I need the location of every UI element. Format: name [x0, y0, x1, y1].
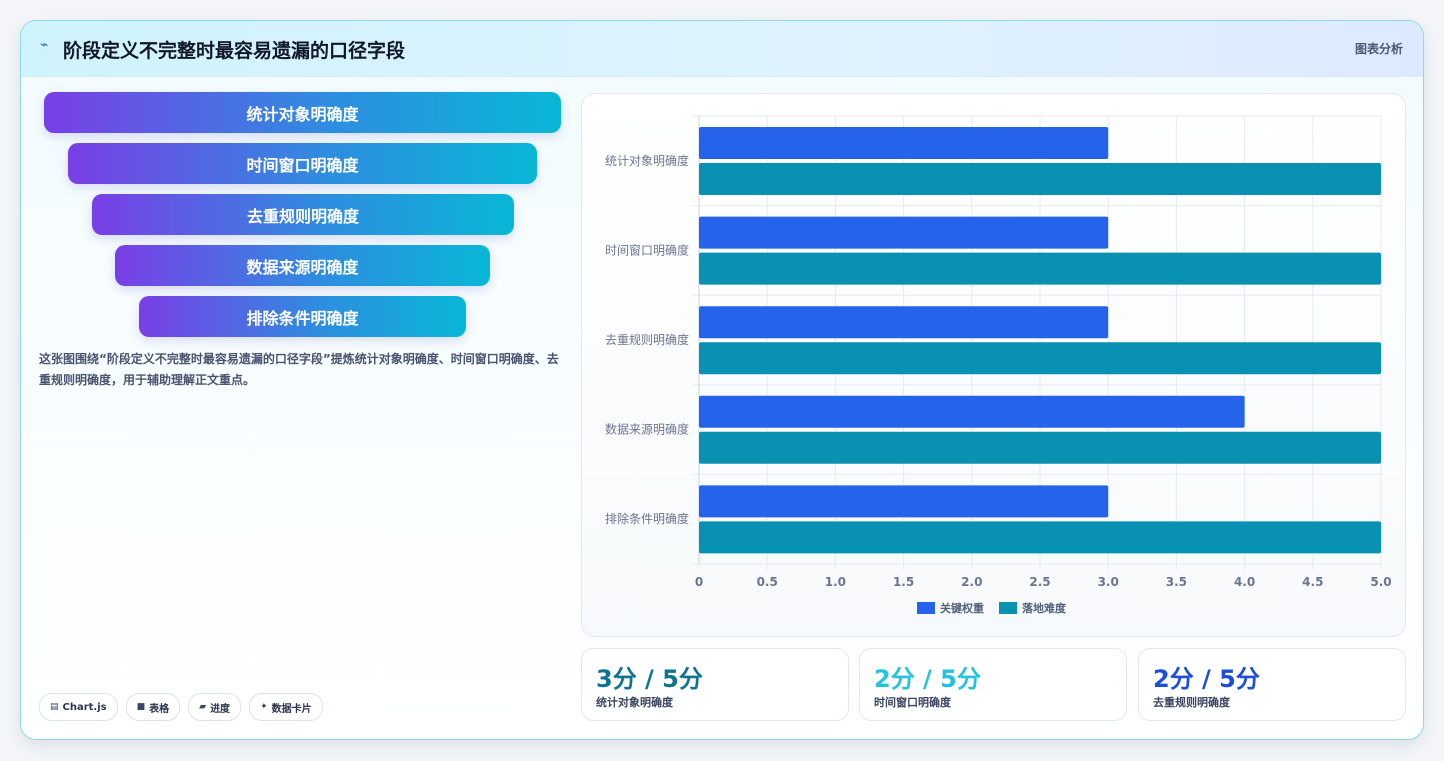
- x-tick-label: 4.0: [1234, 575, 1255, 589]
- y-tick-label: 统计对象明确度: [605, 153, 689, 168]
- chart-line-icon: ⌁: [40, 37, 49, 53]
- funnel-item-1: 统计对象明确度: [44, 92, 561, 133]
- chart-icon: ▤: [50, 702, 59, 712]
- stat-label: 去重规则明确度: [1153, 696, 1230, 709]
- funnel-label: 数据来源明确度: [246, 257, 359, 277]
- bar-key-weight: [699, 216, 1109, 249]
- bar-key-weight: [699, 306, 1109, 339]
- legend-swatch: [917, 602, 935, 614]
- bar-difficulty: [699, 252, 1381, 285]
- chip-progress[interactable]: ▰ 进度: [188, 693, 242, 721]
- bar-chart: 0 0.5 1.0 1.5 2.0 2.5 3.0 3.5 4.0 4.5 5.0 统计对象明确度时间…: [605, 115, 1392, 615]
- x-tick-label: 3.5: [1166, 575, 1187, 589]
- funnel-label: 统计对象明确度: [246, 104, 359, 124]
- x-tick-label: 5.0: [1370, 575, 1391, 589]
- page-title: 阶段定义不完整时最容易遗漏的口径字段: [63, 40, 406, 62]
- funnel-label: 去重规则明确度: [246, 206, 359, 226]
- card-icon: ✦: [260, 702, 268, 712]
- chip-label: Chart.js: [62, 701, 107, 713]
- funnel-item-5: 排除条件明确度: [139, 296, 466, 337]
- bar-key-weight: [699, 395, 1245, 428]
- y-tick-label: 去重规则明确度: [605, 332, 689, 347]
- stat-label: 时间窗口明确度: [874, 696, 951, 709]
- funnel-item-4: 数据来源明确度: [115, 245, 490, 286]
- legend-swatch: [999, 602, 1017, 614]
- chip-chartjs[interactable]: ▤ Chart.js: [39, 693, 118, 721]
- chip-label: 数据卡片: [271, 703, 312, 715]
- x-tick-label: 0: [695, 575, 703, 589]
- funnel-label: 时间窗口明确度: [246, 155, 359, 175]
- table-icon: ■: [136, 702, 146, 712]
- header-tag: 图表分析: [1354, 42, 1403, 56]
- funnel-item-2: 时间窗口明确度: [68, 143, 537, 184]
- y-tick-label: 数据来源明确度: [605, 422, 689, 437]
- card-header: ⌁ 阶段定义不完整时最容易遗漏的口径字段 图表分析: [21, 21, 1423, 77]
- stat-card-2: 2分 / 5分 时间窗口明确度: [859, 648, 1127, 721]
- bar-key-weight: [699, 127, 1109, 159]
- progress-icon: ▰: [199, 702, 207, 712]
- bar-difficulty: [699, 431, 1381, 464]
- x-tick-label: 2.0: [961, 575, 982, 589]
- bar-key-weight: [699, 485, 1109, 518]
- chip-label: 表格: [149, 703, 170, 715]
- chip-table[interactable]: ■ 表格: [125, 693, 181, 721]
- stat-card-3: 2分 / 5分 去重规则明确度: [1138, 648, 1406, 721]
- bar-difficulty: [699, 163, 1381, 195]
- x-tick-label: 4.5: [1302, 575, 1323, 589]
- legend-label: 落地难度: [1022, 601, 1067, 615]
- x-tick-label: 1.5: [893, 575, 914, 589]
- chip-label: 进度: [210, 703, 231, 715]
- stat-label: 统计对象明确度: [596, 696, 673, 709]
- bar-difficulty: [699, 342, 1381, 375]
- x-tick-label: 1.0: [825, 575, 846, 589]
- funnel-item-3: 去重规则明确度: [92, 194, 514, 235]
- x-tick-label: 3.0: [1098, 575, 1119, 589]
- stat-value: 3分 / 5分: [596, 665, 703, 693]
- funnel-label: 排除条件明确度: [246, 308, 359, 328]
- y-tick-label: 排除条件明确度: [605, 511, 689, 526]
- chart-card: ⌁ 阶段定义不完整时最容易遗漏的口径字段 图表分析 统计对象明确度 时间窗口明确…: [20, 20, 1424, 740]
- chip-data-card[interactable]: ✦ 数据卡片: [249, 693, 323, 721]
- stat-value: 2分 / 5分: [1153, 665, 1260, 693]
- chart-panel: 0 0.5 1.0 1.5 2.0 2.5 3.0 3.5 4.0 4.5 5.0 统计对象明确度 时间…: [581, 93, 1406, 637]
- bar-difficulty: [699, 521, 1381, 554]
- stat-value: 2分 / 5分: [874, 665, 981, 693]
- legend-label: 关键权重: [940, 601, 984, 615]
- x-tick-label: 2.5: [1029, 575, 1050, 589]
- x-tick-label: 0.5: [757, 575, 778, 589]
- y-tick-label: 时间窗口明确度: [605, 242, 689, 257]
- feature-chips: ▤ Chart.js ■ 表格 ▰ 进度 ✦ 数据卡片: [39, 693, 323, 721]
- stat-card-1: 3分 / 5分 统计对象明确度: [581, 648, 849, 721]
- chart-description: 这张图围绕“阶段定义不完整时最容易遗漏的口径字段”提炼统计对象明确度、时间窗口明…: [39, 352, 559, 387]
